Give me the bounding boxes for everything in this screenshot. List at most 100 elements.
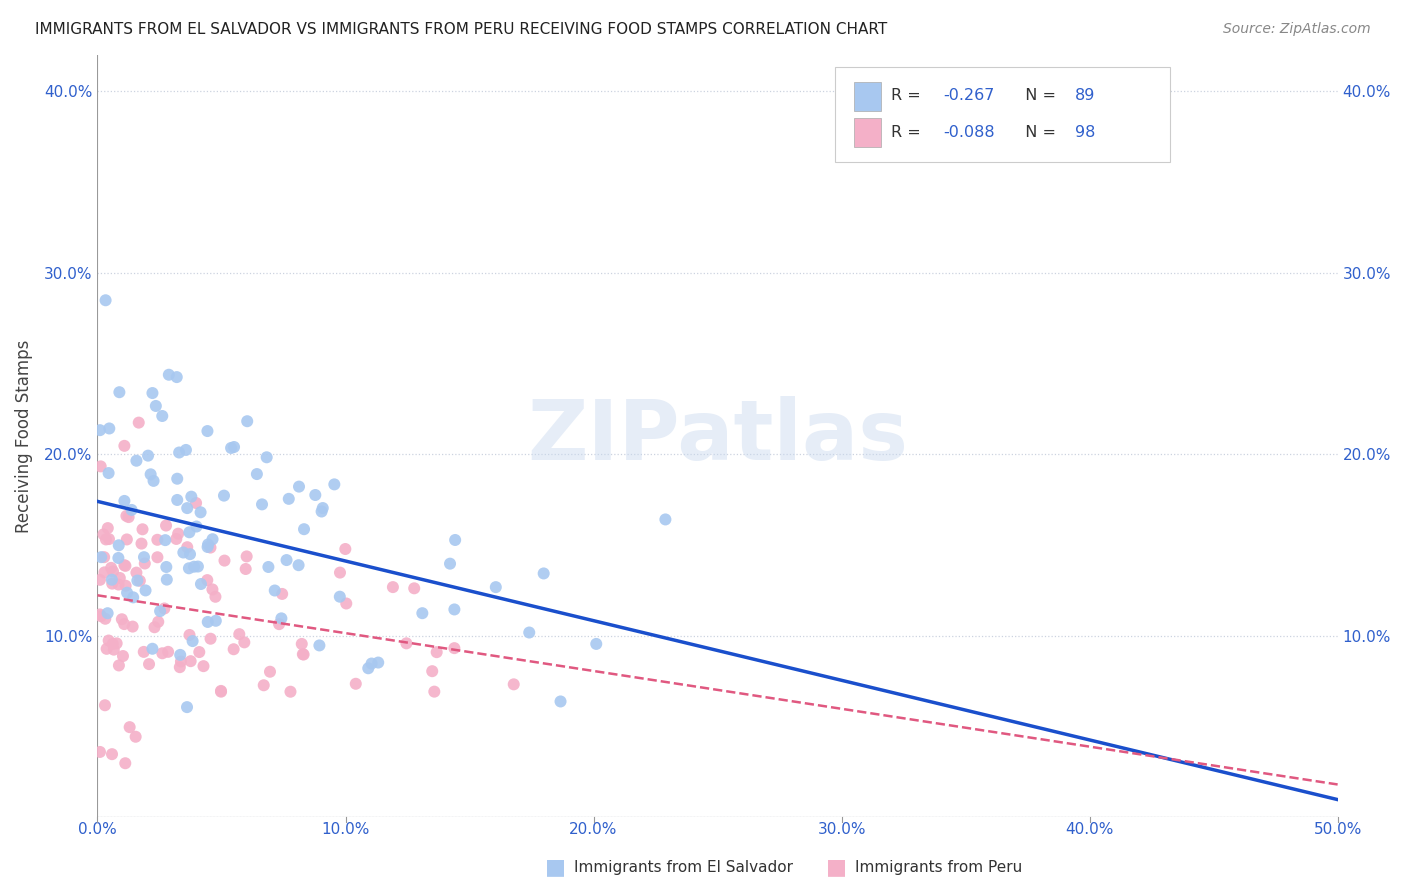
Point [426, 645, 449, 659]
Point [179, 547, 201, 561]
Point [134, 557, 156, 571]
Point [96, 641, 118, 656]
Point [155, 560, 177, 574]
Point [146, 550, 169, 565]
Point [121, 619, 143, 633]
Text: R =: R = [891, 88, 927, 103]
Point [94, 612, 117, 626]
Point [411, 606, 433, 620]
Point [276, 553, 298, 567]
Point [97, 532, 120, 546]
Point [97, 466, 120, 480]
Point [257, 560, 280, 574]
Point [222, 440, 245, 454]
Text: ■: ■ [827, 857, 846, 877]
Point [209, 684, 232, 698]
Point [128, 416, 150, 430]
Point [517, 625, 540, 640]
Point [335, 541, 357, 556]
Text: Source: ZipAtlas.com: Source: ZipAtlas.com [1223, 22, 1371, 37]
Point [270, 611, 292, 625]
Point [101, 573, 124, 587]
Point [308, 639, 330, 653]
Point [329, 590, 352, 604]
Point [149, 604, 172, 618]
Point [107, 551, 129, 566]
Point [108, 385, 131, 400]
Point [201, 582, 224, 597]
Point [291, 637, 314, 651]
Point [115, 508, 138, 523]
Point [236, 414, 259, 428]
Point [263, 583, 285, 598]
Point [170, 655, 193, 669]
Point [235, 562, 257, 576]
Point [135, 583, 157, 598]
Text: N =: N = [1015, 125, 1062, 139]
Point [112, 558, 135, 573]
Point [166, 370, 188, 384]
Point [94, 293, 117, 308]
Point [253, 678, 276, 692]
Point [107, 538, 129, 552]
Point [148, 615, 170, 629]
Point [112, 439, 135, 453]
Text: Immigrants from Peru: Immigrants from Peru [855, 860, 1022, 874]
Point [250, 497, 273, 511]
Point [150, 646, 173, 660]
Point [141, 641, 163, 656]
Point [157, 645, 180, 659]
Point [235, 549, 257, 564]
Point [177, 561, 200, 575]
Point [128, 574, 150, 588]
Point [155, 533, 177, 548]
Point [197, 615, 219, 629]
Point [228, 627, 250, 641]
Point [502, 677, 524, 691]
Point [97, 521, 120, 535]
Point [125, 566, 148, 580]
Point [395, 636, 418, 650]
Point [381, 580, 404, 594]
Point [145, 399, 167, 413]
Point [186, 519, 208, 533]
Text: -0.088: -0.088 [943, 125, 995, 139]
Point [115, 533, 138, 547]
Point [180, 654, 202, 668]
FancyBboxPatch shape [835, 67, 1170, 161]
Point [190, 505, 212, 519]
Point [167, 445, 190, 459]
Point [169, 648, 191, 662]
Point [141, 386, 163, 401]
Point [98, 421, 121, 435]
Text: -0.267: -0.267 [943, 88, 994, 103]
Point [183, 559, 205, 574]
Point [311, 504, 333, 518]
Point [90, 609, 112, 624]
Point [485, 580, 508, 594]
Point [105, 636, 128, 650]
Point [291, 647, 314, 661]
Point [193, 659, 215, 673]
Point [423, 684, 446, 698]
Point [115, 585, 138, 599]
Point [176, 700, 198, 714]
Point [222, 642, 245, 657]
Point [246, 467, 269, 481]
Point [288, 480, 311, 494]
FancyBboxPatch shape [853, 82, 882, 111]
Point [108, 658, 131, 673]
Point [329, 566, 352, 580]
Point [233, 635, 256, 649]
Text: Immigrants from El Salvador: Immigrants from El Salvador [574, 860, 793, 874]
Text: IMMIGRANTS FROM EL SALVADOR VS IMMIGRANTS FROM PERU RECEIVING FOOD STAMPS CORREL: IMMIGRANTS FROM EL SALVADOR VS IMMIGRANT… [35, 22, 887, 37]
Point [256, 450, 278, 465]
Point [90, 459, 112, 474]
Point [214, 553, 236, 567]
Point [367, 656, 389, 670]
Point [654, 512, 676, 526]
Point [420, 664, 443, 678]
Point [179, 525, 201, 540]
Text: 98: 98 [1074, 125, 1095, 139]
Text: R =: R = [891, 125, 927, 139]
